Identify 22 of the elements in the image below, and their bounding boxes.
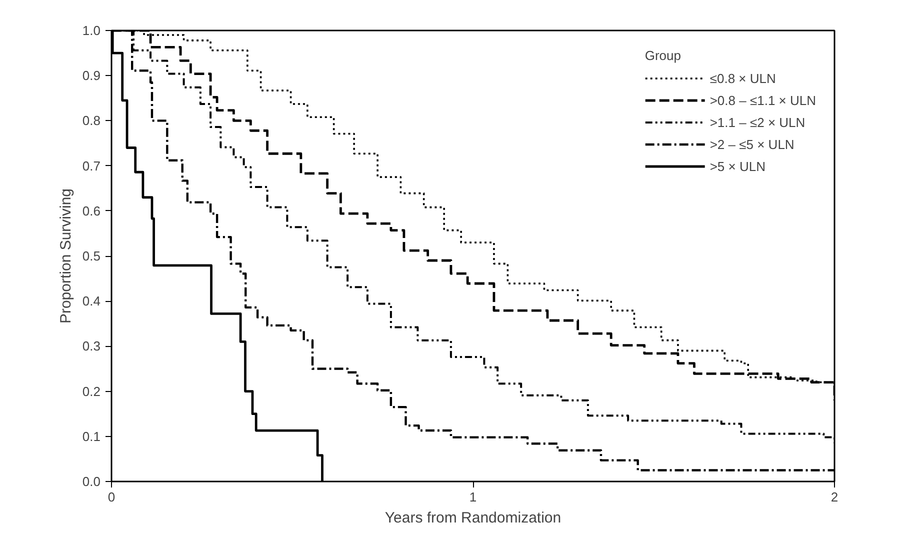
x-axis-title: Years from Randomization (384, 510, 562, 526)
y-tick-label: 0.7 (82, 158, 101, 174)
y-tick-label: 0.4 (82, 294, 101, 309)
y-tick-label: 0.0 (82, 474, 101, 489)
legend-label: >0.8 – ≤1.1 × ULN (710, 92, 816, 108)
x-tick-label: 2 (830, 490, 838, 504)
legend-label: >1.1 – ≤2 × ULN (710, 114, 806, 130)
y-tick-label: 0.1 (82, 428, 101, 444)
legend-label: ≤0.8 × ULN (710, 70, 776, 86)
legend-label: >2 – ≤5 × ULN (710, 136, 794, 152)
x-tick-label: 1 (469, 490, 477, 504)
y-tick-label: 0.2 (82, 384, 101, 399)
y-tick-label: 0.9 (82, 68, 101, 84)
y-tick-label: 1.0 (82, 23, 101, 38)
x-tick-label: 0 (108, 490, 116, 504)
legend-label: >5 × ULN (710, 158, 766, 174)
y-tick-label: 0.8 (82, 113, 101, 128)
y-tick-label: 0.6 (82, 203, 101, 218)
y-tick-label: 0.5 (82, 248, 101, 264)
legend-title: Group (644, 48, 682, 63)
y-tick-label: 0.3 (82, 338, 101, 354)
y-axis-title: Proportion Surviving (57, 188, 74, 324)
